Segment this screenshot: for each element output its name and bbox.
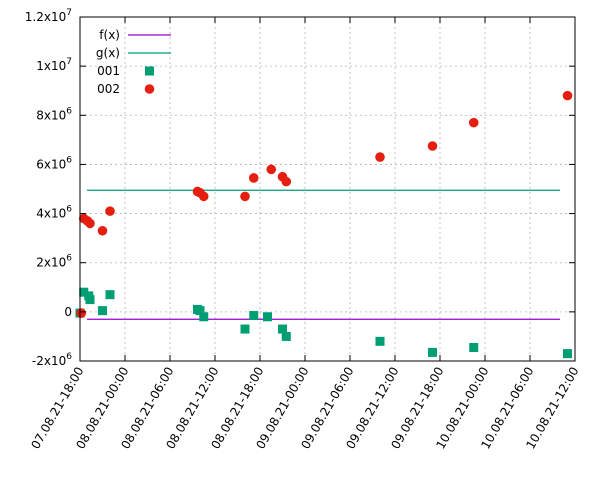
- point-series-002: [468, 117, 479, 128]
- point-series-001: [240, 324, 250, 334]
- point-series-001: [79, 287, 89, 297]
- point-series-001: [85, 295, 95, 305]
- y-axis: -2x106 0 2x106 4x106 6x106 8x106 1x107 1.2x107: [25, 8, 575, 368]
- y-tick-label: 6x106: [36, 155, 72, 171]
- point-series-002: [427, 141, 438, 151]
- point-series-001: [375, 336, 385, 346]
- y-tick-label: -2x106: [32, 352, 72, 368]
- point-series-001: [199, 312, 209, 322]
- point-series-001: [428, 347, 437, 357]
- point-series-002: [248, 173, 259, 183]
- point-series-002: [266, 164, 277, 175]
- point-series-001: [98, 306, 107, 316]
- legend-label: 002: [97, 82, 120, 96]
- legend-swatch: [145, 66, 154, 76]
- legend-swatch: [144, 84, 155, 94]
- y-tick-label: 4x106: [36, 205, 72, 221]
- point-series-001: [105, 290, 115, 300]
- y-tick-label: 8x106: [36, 106, 72, 122]
- point-series-001: [263, 312, 272, 322]
- y-tick-label: 0: [64, 305, 72, 319]
- legend-label: f(x): [99, 28, 120, 42]
- point-series-002: [97, 225, 108, 236]
- legend: f(x) g(x) 001 002: [96, 28, 171, 96]
- y-tick-label: 1.2x107: [25, 8, 72, 24]
- point-series-001: [278, 324, 287, 334]
- y-tick-label: 2x106: [36, 254, 72, 270]
- legend-label: g(x): [96, 46, 120, 60]
- grid: [80, 17, 575, 361]
- plot-frame: [79, 16, 576, 362]
- point-series-002: [562, 90, 573, 101]
- legend-label: 001: [97, 64, 120, 78]
- point-series-001: [195, 306, 205, 316]
- point-series-002: [198, 191, 209, 202]
- point-series-001: [563, 349, 572, 359]
- point-series-001: [249, 311, 259, 321]
- point-series-002: [281, 176, 292, 187]
- point-series-001: [281, 331, 291, 341]
- point-series-002: [105, 206, 115, 216]
- y-tick-label: 1x107: [36, 57, 72, 73]
- function-lines: [87, 189, 560, 320]
- point-series-002: [240, 191, 250, 202]
- point-series-002: [85, 218, 95, 229]
- point-series-001: [469, 342, 479, 352]
- data-points: [75, 90, 573, 359]
- point-series-002: [375, 152, 385, 162]
- point-series-002: [76, 308, 87, 318]
